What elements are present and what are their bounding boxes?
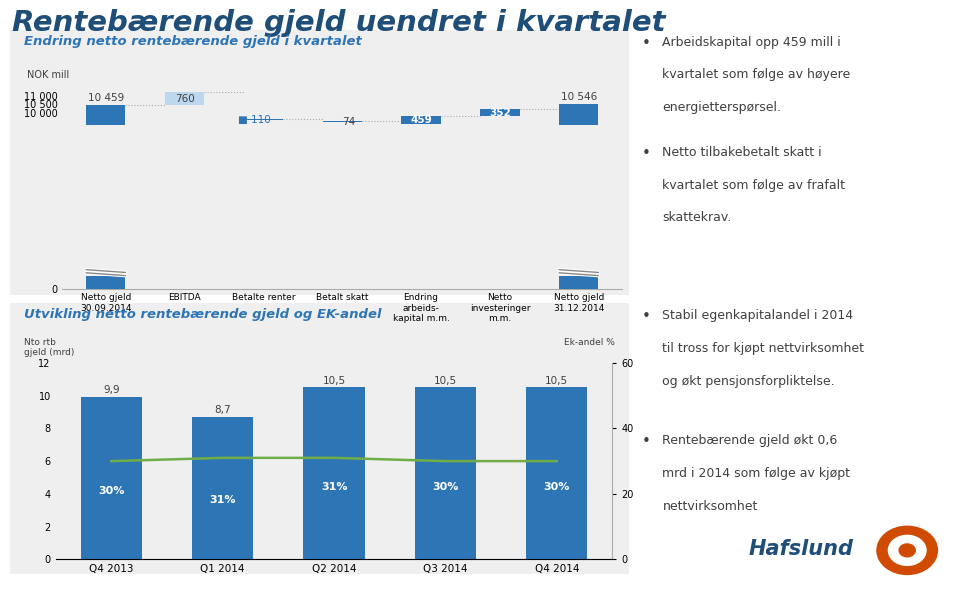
Text: •: • bbox=[641, 434, 650, 449]
Bar bbox=[558, 125, 600, 276]
Text: 31%: 31% bbox=[209, 494, 236, 505]
Bar bbox=[323, 121, 362, 123]
Bar bbox=[303, 387, 365, 559]
Text: Rentebærende gjeld økt 0,6: Rentebærende gjeld økt 0,6 bbox=[662, 434, 838, 447]
Bar bbox=[526, 387, 588, 559]
Text: 74: 74 bbox=[342, 117, 355, 127]
Text: skattekrav.: skattekrav. bbox=[662, 211, 732, 224]
Text: 8,7: 8,7 bbox=[214, 405, 231, 415]
Bar bbox=[559, 104, 598, 289]
Text: 10,5: 10,5 bbox=[434, 375, 457, 386]
Text: 30%: 30% bbox=[432, 482, 459, 492]
Bar bbox=[415, 387, 476, 559]
Text: ■ 110: ■ 110 bbox=[238, 114, 271, 124]
Text: 10 459: 10 459 bbox=[87, 93, 124, 104]
Text: 10,5: 10,5 bbox=[323, 375, 346, 386]
Text: 30%: 30% bbox=[543, 482, 570, 492]
Text: og økt pensjonsforpliktelse.: og økt pensjonsforpliktelse. bbox=[662, 375, 835, 388]
Circle shape bbox=[888, 536, 926, 565]
Circle shape bbox=[900, 544, 915, 557]
Text: 352: 352 bbox=[489, 108, 511, 118]
Text: •: • bbox=[641, 146, 650, 161]
Text: nettvirksomhet: nettvirksomhet bbox=[662, 500, 757, 513]
Bar bbox=[81, 397, 142, 559]
Text: Hafslund: Hafslund bbox=[749, 539, 853, 559]
Text: 459: 459 bbox=[410, 115, 432, 125]
Text: 760: 760 bbox=[175, 93, 195, 104]
Text: Utvikling netto rentebærende gjeld og EK-andel: Utvikling netto rentebærende gjeld og EK… bbox=[24, 308, 381, 321]
Bar bbox=[165, 92, 204, 105]
Text: •: • bbox=[641, 36, 650, 51]
Bar bbox=[192, 417, 253, 559]
Text: mrd i 2014 som følge av kjøpt: mrd i 2014 som følge av kjøpt bbox=[662, 467, 851, 480]
Bar bbox=[401, 115, 441, 124]
Text: •: • bbox=[641, 309, 650, 324]
Text: Stabil egenkapitalandel i 2014: Stabil egenkapitalandel i 2014 bbox=[662, 309, 853, 322]
Text: Rentebærende gjeld uendret i kvartalet: Rentebærende gjeld uendret i kvartalet bbox=[12, 9, 666, 37]
Bar bbox=[86, 105, 126, 289]
Text: Arbeidskapital opp 459 mill i: Arbeidskapital opp 459 mill i bbox=[662, 36, 841, 49]
Text: NOK mill: NOK mill bbox=[27, 70, 69, 80]
Text: Netto tilbakebetalt skatt i: Netto tilbakebetalt skatt i bbox=[662, 146, 822, 159]
Text: 30%: 30% bbox=[98, 486, 125, 496]
Bar bbox=[480, 109, 519, 115]
Circle shape bbox=[877, 526, 937, 575]
Text: energietterspørsel.: energietterspørsel. bbox=[662, 101, 781, 114]
Text: til tross for kjøpt nettvirksomhet: til tross for kjøpt nettvirksomhet bbox=[662, 342, 864, 355]
Text: kvartalet som følge av frafalt: kvartalet som følge av frafalt bbox=[662, 178, 846, 192]
Text: 10,5: 10,5 bbox=[545, 375, 568, 386]
Bar bbox=[84, 125, 127, 276]
Text: Nto rtb
gjeld (mrd): Nto rtb gjeld (mrd) bbox=[24, 338, 74, 358]
Text: kvartalet som følge av høyere: kvartalet som følge av høyere bbox=[662, 68, 851, 82]
Text: 31%: 31% bbox=[321, 482, 348, 492]
Text: 9,9: 9,9 bbox=[103, 386, 120, 395]
Text: Endring netto rentebærende gjeld i kvartalet: Endring netto rentebærende gjeld i kvart… bbox=[24, 35, 362, 48]
Text: 10 546: 10 546 bbox=[561, 92, 597, 102]
Bar bbox=[244, 118, 283, 120]
Text: Ek-andel %: Ek-andel % bbox=[564, 338, 614, 347]
